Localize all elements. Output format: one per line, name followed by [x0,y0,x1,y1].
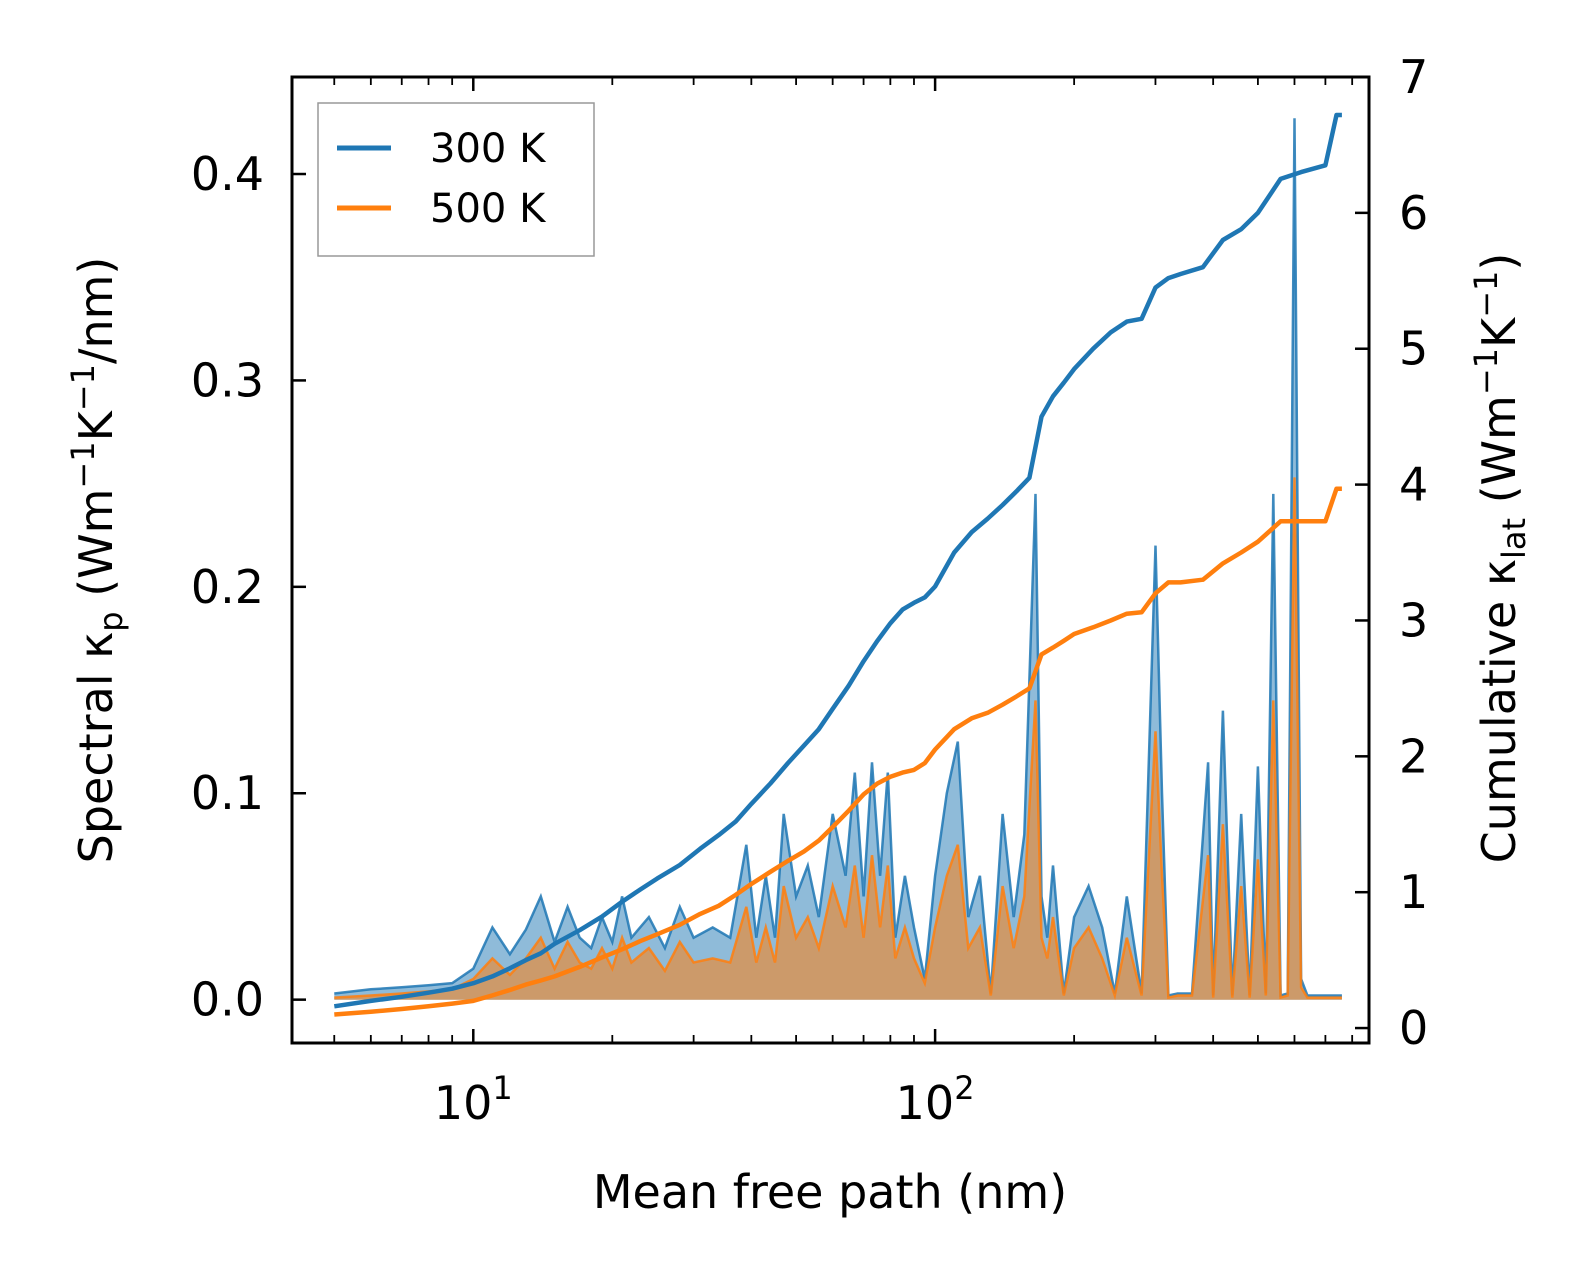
x-axis-title: Mean free path (nm) [593,1165,1067,1219]
y-right-tick-label: 2 [1399,729,1428,783]
y-right-tick-label: 7 [1399,50,1428,104]
plot-area [333,112,1342,1017]
x-tick-label: 102 [896,1069,975,1130]
legend-label-500k: 500 K [430,186,547,232]
y-left-open: (Wm [69,489,123,612]
y-right-tick-label: 6 [1399,186,1428,240]
y-left-tick-label: 0.2 [191,560,264,614]
x-tick-label: 101 [434,1069,513,1130]
y-left-tick-label: 0.3 [191,353,264,407]
legend-label-300k: 300 K [430,126,547,172]
y-right-main: Cumulative κ [1472,559,1526,863]
y-right-tick-label: 4 [1399,458,1428,512]
y-left-tick-label: 0.1 [191,766,264,820]
y-right-close: ) [1472,253,1526,271]
spectral-line-500k [334,477,1342,1001]
y-left-close: /nm) [69,257,123,364]
y-left-sup1: −1 [64,441,102,488]
y-axis-title-left: Spectral κp (Wm−1K−1/nm) [64,257,130,864]
y-left-tick-label: 0.0 [191,973,264,1027]
y-right-tick-label: 3 [1399,593,1428,647]
spectral-area-500k [334,477,1342,1000]
y-right-open: (Wm [1472,395,1526,518]
y-right-tick-label: 0 [1399,1001,1428,1055]
y-right-sup1: −1 [1467,348,1505,395]
cumulative-line-300k [333,112,1342,1009]
legend-frame [317,102,595,257]
y-right-tick-label: 5 [1399,322,1428,376]
axes-frame [290,75,1371,1045]
cumulative-line-500k [334,486,1342,1017]
y-left-main: Spectral κ [69,632,123,864]
y-right-sub: lat [1495,518,1533,559]
legend: 300 K 500 K [317,102,595,257]
tick-labels: 0.0 0.1 0.2 0.3 0.4 0 1 2 3 4 5 6 7 101 102 [191,50,1428,1130]
y-right-sup2: −1 [1467,271,1505,318]
ticks [292,75,1369,1043]
y-right-mid: K [1472,316,1526,348]
y-left-sub: p [92,611,130,631]
y-right-tick-label: 1 [1399,865,1428,919]
y-axis-title-right: Cumulative κlat (Wm−1K−1) [1467,253,1533,864]
y-left-tick-label: 0.4 [191,147,264,201]
y-left-sup2: −1 [64,364,102,411]
y-left-mid: K [69,409,123,441]
